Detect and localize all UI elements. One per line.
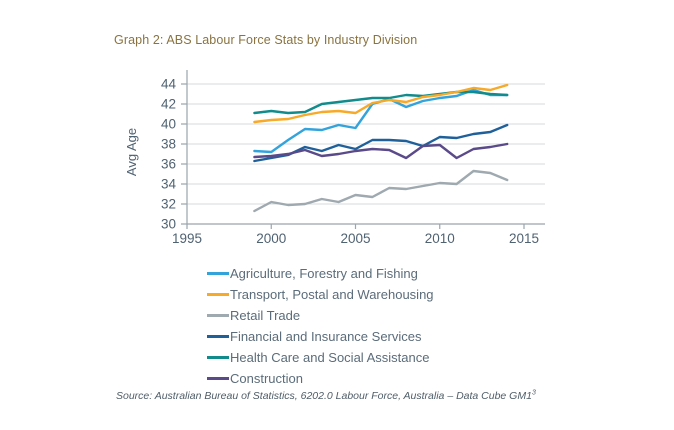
legend-item-agriculture-forestry-and-fishing: Agriculture, Forestry and Fishing [207, 263, 434, 284]
chart-legend: Agriculture, Forestry and Fishing Transpo… [207, 263, 434, 389]
source-note: Source: Australian Bureau of Statistics,… [116, 389, 536, 403]
y-tick-label: 32 [161, 197, 176, 212]
legend-item-construction: Construction [207, 368, 434, 389]
x-tick-label: 2005 [340, 231, 370, 246]
x-tick-label: 2000 [256, 231, 286, 246]
legend-label-agriculture-forestry-and-fishing: Agriculture, Forestry and Fishing [230, 266, 418, 281]
legend-item-transport-postal-and-warehousing: Transport, Postal and Warehousing [207, 284, 434, 305]
x-tick-label: 1995 [172, 231, 202, 246]
legend-label-financial-and-insurance-services: Financial and Insurance Services [230, 329, 422, 344]
series-line-construction [253, 142, 509, 160]
legend-item-health-care-and-social-assistance: Health Care and Social Assistance [207, 347, 434, 368]
x-tick-label: 2015 [509, 231, 539, 246]
y-tick-label: 38 [161, 137, 176, 152]
source-text: Source: Australian Bureau of Statistics,… [116, 390, 532, 402]
legend-item-retail-trade: Retail Trade [207, 305, 434, 326]
series-line-health-care-and-social-assistance [253, 90, 509, 115]
legend-label-health-care-and-social-assistance: Health Care and Social Assistance [230, 350, 430, 365]
legend-label-construction: Construction [230, 371, 303, 386]
legend-swatch-transport-postal-and-warehousing [207, 293, 229, 296]
y-tick-label: 44 [161, 77, 177, 92]
y-axis-title: Avg Age [124, 128, 139, 176]
series-line-retail-trade [253, 169, 509, 213]
legend-label-retail-trade: Retail Trade [230, 308, 301, 323]
legend-item-financial-and-insurance-services: Financial and Insurance Services [207, 326, 434, 347]
legend-swatch-agriculture-forestry-and-fishing [207, 272, 229, 275]
y-tick-label: 36 [161, 157, 176, 172]
y-tick-label: 42 [161, 97, 176, 112]
y-tick-label: 34 [161, 177, 177, 192]
chart-title: Graph 2: ABS Labour Force Stats by Indus… [114, 33, 418, 47]
legend-swatch-retail-trade [207, 314, 229, 317]
y-tick-label: 30 [161, 217, 176, 232]
series-line-transport-postal-and-warehousing [253, 83, 509, 124]
series-line-financial-and-insurance-services [253, 123, 509, 163]
y-tick-label: 40 [161, 117, 176, 132]
source-superscript: 3 [531, 389, 536, 397]
legend-label-transport-postal-and-warehousing: Transport, Postal and Warehousing [230, 287, 434, 302]
legend-swatch-health-care-and-social-assistance [207, 356, 229, 359]
legend-swatch-construction [207, 377, 229, 380]
series-line-agriculture-forestry-and-fishing [253, 88, 509, 154]
x-tick-label: 2010 [425, 231, 455, 246]
legend-swatch-financial-and-insurance-services [207, 335, 229, 338]
